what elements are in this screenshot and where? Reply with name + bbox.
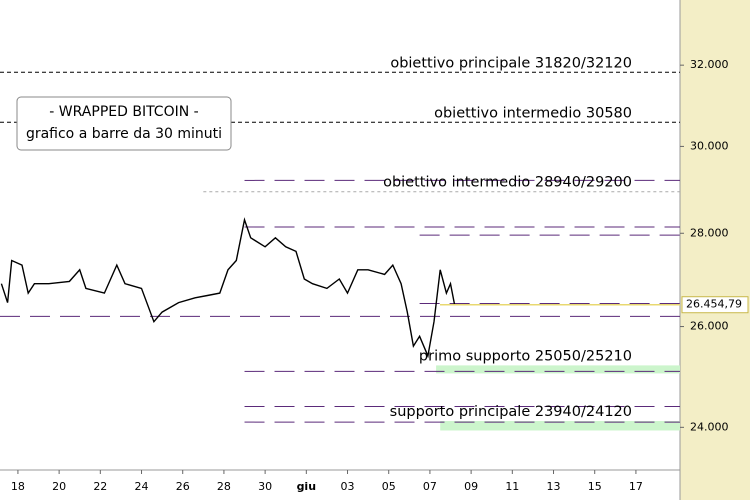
box-line: grafico a barre da 30 minuti xyxy=(26,126,222,142)
level-annotation: obiettivo intermedio 28940/29200 xyxy=(383,175,632,191)
price-line xyxy=(0,217,456,359)
x-tick-label: 11 xyxy=(505,480,519,493)
x-tick-label: 30 xyxy=(258,480,272,493)
last-price-label: 26.454,79 xyxy=(686,298,742,311)
y-tick-label: 26.000 xyxy=(690,320,729,333)
support-zone xyxy=(436,365,680,374)
x-tick-label: 28 xyxy=(217,480,231,493)
x-tick-label: 03 xyxy=(341,480,355,493)
y-tick-label: 24.000 xyxy=(690,420,729,433)
level-annotation: primo supporto 25050/25210 xyxy=(419,348,632,364)
x-tick-label: 13 xyxy=(547,480,561,493)
level-annotation: obiettivo principale 31820/32120 xyxy=(390,55,632,71)
x-tick-label: 22 xyxy=(93,480,107,493)
level-annotation: supporto principale 23940/24120 xyxy=(390,404,632,420)
last-price-box xyxy=(681,296,749,314)
x-tick-label: 17 xyxy=(629,480,643,493)
y-tick-label: 32.000 xyxy=(690,58,729,71)
annotation-box xyxy=(16,96,232,151)
y-tick-label: 30.000 xyxy=(690,139,729,152)
plot: obiettivo principale 31820/32120 obiettiv… xyxy=(0,55,680,431)
x-tick-label: 15 xyxy=(588,480,602,493)
x-tick-label: 26 xyxy=(176,480,190,493)
x-tick-label: 20 xyxy=(52,480,66,493)
price-axis-panel xyxy=(680,0,750,500)
x-tick-label: 05 xyxy=(382,480,396,493)
x-tick-label: 24 xyxy=(135,480,149,493)
level-annotation: obiettivo intermedio 30580 xyxy=(434,105,632,121)
support-zone xyxy=(440,421,680,431)
x-tick-label: 18 xyxy=(11,480,25,493)
y-tick-label: 28.000 xyxy=(690,226,729,239)
x-tick-label: 07 xyxy=(423,480,437,493)
box-line: - WRAPPED BITCOIN - xyxy=(49,104,198,120)
x-tick-label: 09 xyxy=(464,480,478,493)
x-tick-label: giu xyxy=(297,480,316,493)
